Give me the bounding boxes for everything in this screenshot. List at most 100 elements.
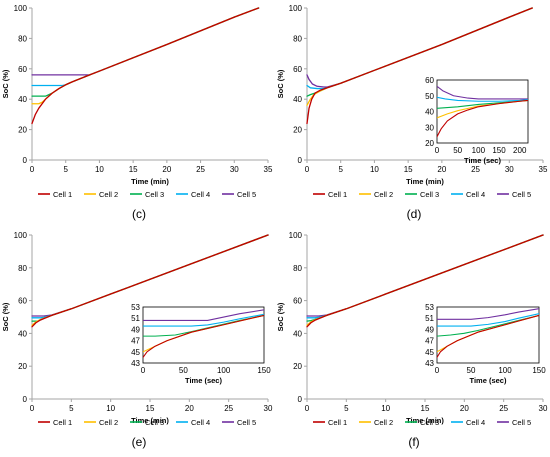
x-tick-label: 20: [185, 404, 194, 413]
x-tick-label: 5: [63, 165, 68, 174]
legend-item: Cell 1: [313, 190, 347, 199]
legend-item: Cell 1: [38, 418, 72, 427]
inset-x-axis-title: Time (sec): [470, 376, 507, 385]
y-tick-label: 60: [293, 65, 302, 74]
legend-item: Cell 1: [38, 190, 72, 199]
legend-item: Cell 2: [84, 190, 118, 199]
x-axis-title: Time (min): [406, 177, 444, 186]
x-tick-label: 0: [305, 165, 310, 174]
inset-y-tick-label: 43: [131, 359, 140, 368]
inset-y-tick-label: 60: [425, 76, 434, 85]
y-tick-label: 100: [289, 4, 303, 13]
legend-item: Cell 3: [405, 418, 439, 427]
y-tick-label: 0: [298, 156, 303, 165]
x-tick-label: 15: [129, 165, 138, 174]
inset-chart: 20 30 40 50 60 0 50 100 150 200 Time (sec): [425, 76, 529, 165]
legend-label: Cell 4: [466, 418, 485, 427]
y-tick-label: 60: [18, 297, 27, 306]
y-axis-title: SoC (%): [1, 302, 10, 331]
legend-item: Cell 2: [84, 418, 118, 427]
x-tick-label: 15: [146, 404, 155, 413]
y-tick-label: 20: [293, 126, 302, 135]
series-line-cell-4: [306, 7, 533, 90]
inset-y-tick-label: 45: [425, 348, 434, 357]
inset-frame: [142, 306, 265, 364]
inset-x-tick-label: 150: [492, 146, 506, 155]
series-line-cell-1: [306, 7, 533, 125]
y-tick-label: 100: [289, 231, 303, 240]
series-line-cell-4: [437, 96, 528, 102]
y-tick-label: 80: [293, 264, 302, 273]
legend-label: Cell 3: [420, 418, 439, 427]
legend-label: Cell 1: [53, 190, 72, 199]
series-line-cell-5: [437, 85, 528, 100]
panel-caption: (d): [407, 207, 422, 221]
inset-x-tick-label: 50: [453, 146, 462, 155]
legend-label: Cell 2: [374, 418, 393, 427]
y-tick-label: 80: [293, 34, 302, 43]
inset-chart: 43 45 47 49 51 53 0 50 100 150 Time (sec): [425, 303, 546, 385]
legend-label: Cell 2: [99, 190, 118, 199]
inset-y-tick-label: 51: [131, 314, 140, 323]
series-line-cell-4: [31, 7, 260, 87]
series-line-cell-1: [437, 99, 528, 138]
x-tick-label: 0: [305, 404, 310, 413]
x-tick-label: 10: [106, 404, 115, 413]
y-tick-label: 80: [18, 34, 27, 43]
x-tick-label: 10: [370, 165, 379, 174]
legend-item: Cell 5: [497, 418, 531, 427]
inset-y-tick-label: 40: [425, 108, 434, 117]
inset-chart: 43 45 47 49 51 53 0 50 100 150 Time (sec): [131, 303, 271, 385]
inset-y-tick-label: 45: [131, 348, 140, 357]
inset-x-tick-label: 150: [532, 366, 546, 375]
inset-x-tick-label: 50: [179, 366, 188, 375]
inset-frame: [436, 79, 529, 144]
inset-y-tick-label: 47: [131, 337, 140, 346]
inset-y-tick-label: 30: [425, 123, 434, 132]
y-tick-label: 20: [18, 126, 27, 135]
x-tick-label: 10: [95, 165, 104, 174]
y-tick-label: 40: [18, 95, 27, 104]
y-tick-label: 60: [18, 65, 27, 74]
x-tick-label: 20: [437, 165, 446, 174]
x-tick-label: 15: [421, 404, 430, 413]
x-tick-label: 35: [264, 165, 273, 174]
legend-label: Cell 1: [328, 418, 347, 427]
inset-y-tick-label: 20: [425, 139, 434, 148]
x-tick-label: 30: [230, 165, 239, 174]
x-tick-label: 25: [196, 165, 205, 174]
legend-label: Cell 3: [420, 190, 439, 199]
legend-label: Cell 2: [374, 190, 393, 199]
inset-y-tick-label: 50: [425, 92, 434, 101]
legend-item: Cell 3: [130, 418, 164, 427]
x-tick-label: 0: [30, 165, 35, 174]
legend-item: Cell 3: [130, 190, 164, 199]
inset-x-tick-label: 0: [435, 146, 440, 155]
inset-x-tick-label: 100: [217, 366, 231, 375]
x-tick-label: 35: [539, 165, 548, 174]
legend-label: Cell 3: [145, 190, 164, 199]
inset-y-tick-label: 51: [425, 314, 434, 323]
series-line-cell-2: [31, 7, 260, 105]
panel-caption: (c): [132, 207, 146, 221]
inset-x-tick-label: 0: [141, 366, 146, 375]
series-line-cell-5: [306, 7, 533, 88]
legend-item: Cell 3: [405, 190, 439, 199]
legend-item: Cell 5: [497, 190, 531, 199]
y-tick-label: 80: [18, 264, 27, 273]
legend-item: Cell 2: [359, 190, 393, 199]
y-tick-label: 100: [14, 4, 28, 13]
x-tick-label: 25: [224, 404, 233, 413]
y-tick-label: 40: [293, 95, 302, 104]
inset-x-tick-label: 100: [498, 366, 512, 375]
series-line-cell-4: [437, 313, 539, 327]
x-tick-label: 25: [499, 404, 508, 413]
x-tick-label: 0: [30, 404, 35, 413]
x-tick-label: 30: [505, 165, 514, 174]
y-tick-label: 0: [23, 395, 28, 404]
x-tick-label: 20: [460, 404, 469, 413]
x-axis-title: Time (min): [406, 416, 444, 425]
legend-label: Cell 1: [328, 190, 347, 199]
